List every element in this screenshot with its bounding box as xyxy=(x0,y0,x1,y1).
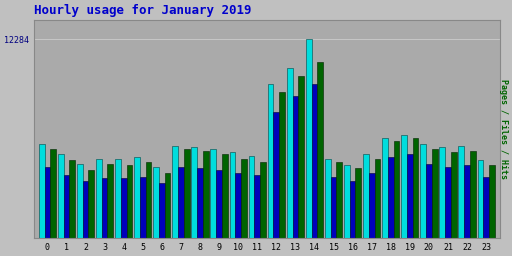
Bar xyxy=(77,164,82,238)
Bar xyxy=(292,96,298,238)
Bar xyxy=(126,165,132,238)
Bar xyxy=(369,173,375,238)
Bar xyxy=(355,168,361,238)
Bar xyxy=(191,147,197,238)
Bar xyxy=(173,146,178,238)
Bar xyxy=(336,162,342,238)
Bar xyxy=(222,154,228,238)
Bar xyxy=(331,177,336,238)
Bar xyxy=(420,144,426,238)
Bar xyxy=(134,157,140,238)
Bar xyxy=(39,144,45,238)
Bar xyxy=(216,170,222,238)
Bar xyxy=(268,84,273,238)
Bar xyxy=(203,151,208,238)
Bar xyxy=(407,154,413,238)
Bar xyxy=(279,92,285,238)
Bar xyxy=(470,151,476,238)
Bar xyxy=(317,62,323,238)
Bar xyxy=(382,138,388,238)
Bar xyxy=(145,162,152,238)
Bar xyxy=(489,165,495,238)
Bar xyxy=(249,156,254,238)
Bar xyxy=(298,76,304,238)
Y-axis label: Pages / Files / Hits: Pages / Files / Hits xyxy=(499,79,508,179)
Bar xyxy=(464,165,470,238)
Bar xyxy=(478,160,483,238)
Bar xyxy=(445,167,451,238)
Bar xyxy=(69,160,75,238)
Bar xyxy=(458,146,464,238)
Text: Hourly usage for January 2019: Hourly usage for January 2019 xyxy=(34,4,251,17)
Bar xyxy=(115,159,121,238)
Bar xyxy=(45,167,50,238)
Bar xyxy=(483,177,489,238)
Bar xyxy=(140,177,145,238)
Bar xyxy=(254,175,260,238)
Bar xyxy=(102,178,108,238)
Bar xyxy=(82,182,89,238)
Bar xyxy=(388,157,394,238)
Bar xyxy=(63,175,69,238)
Bar xyxy=(426,164,432,238)
Bar xyxy=(241,159,247,238)
Bar xyxy=(159,183,165,238)
Bar xyxy=(432,149,437,238)
Bar xyxy=(375,159,380,238)
Bar xyxy=(401,134,407,238)
Bar xyxy=(153,167,159,238)
Bar xyxy=(306,39,312,238)
Bar xyxy=(312,84,317,238)
Bar xyxy=(363,154,369,238)
Bar xyxy=(451,152,457,238)
Bar xyxy=(287,68,292,238)
Bar xyxy=(229,152,236,238)
Bar xyxy=(96,159,102,238)
Bar xyxy=(350,182,355,238)
Bar xyxy=(439,147,445,238)
Bar xyxy=(413,138,418,238)
Bar xyxy=(89,170,94,238)
Bar xyxy=(325,159,331,238)
Bar xyxy=(197,168,203,238)
Bar xyxy=(273,112,279,238)
Bar xyxy=(394,141,399,238)
Bar xyxy=(236,173,241,238)
Bar xyxy=(50,149,56,238)
Bar xyxy=(108,164,113,238)
Bar xyxy=(210,149,216,238)
Bar xyxy=(165,173,170,238)
Bar xyxy=(178,167,184,238)
Bar xyxy=(344,165,350,238)
Bar xyxy=(121,178,126,238)
Bar xyxy=(58,154,63,238)
Bar xyxy=(260,162,266,238)
Bar xyxy=(184,149,189,238)
